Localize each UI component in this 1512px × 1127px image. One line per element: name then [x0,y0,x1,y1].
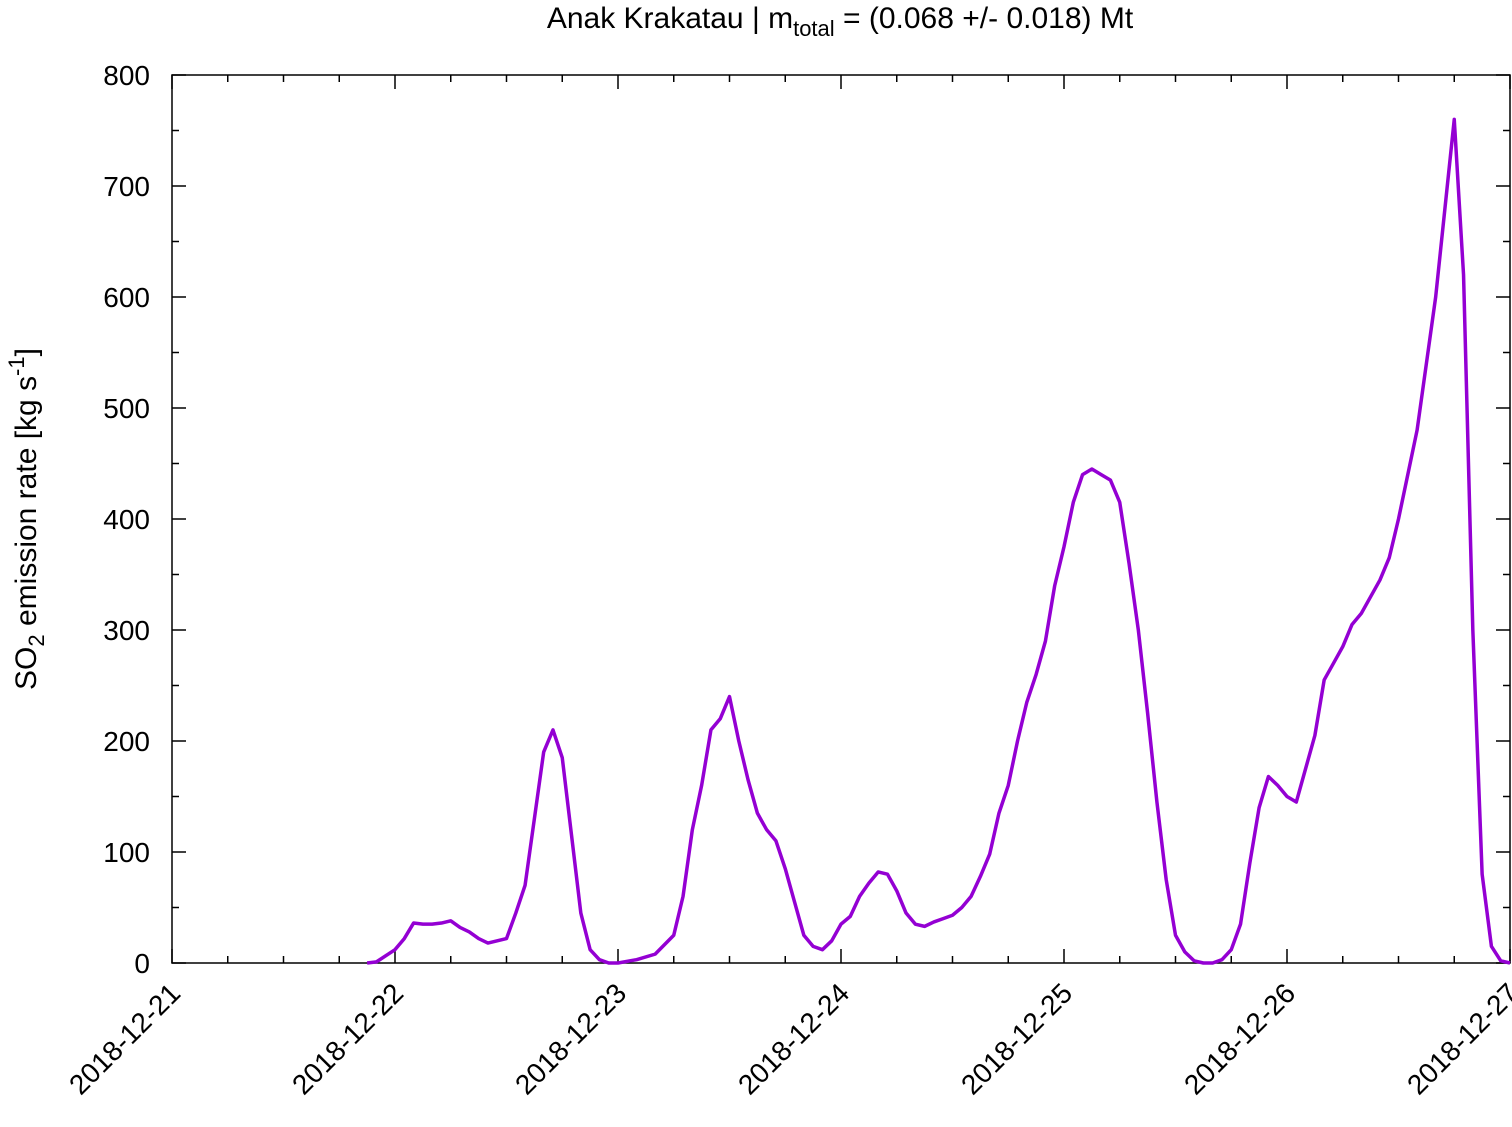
x-tick-label: 2018-12-21 [63,977,186,1100]
y-tick-label: 600 [103,282,150,313]
x-tick-label: 2018-12-25 [955,977,1078,1100]
x-tick-label: 2018-12-26 [1178,977,1301,1100]
y-tick-label: 300 [103,615,150,646]
data-line [366,117,1511,965]
y-tick-label: 0 [134,948,150,979]
y-tick-label: 200 [103,726,150,757]
title-part: = (0.068 +/- 0.018) Mt [835,2,1134,35]
y-tick-label: 100 [103,837,150,868]
y-label-part: SO [10,647,43,690]
y-label-part: emission rate [kg s [10,376,43,634]
x-tick-label: 2018-12-22 [286,977,409,1100]
y-tick-label: 400 [103,504,150,535]
y-tick-label: 500 [103,393,150,424]
y-label-part: ] [10,348,43,356]
y-label-superscript: -1 [4,356,29,376]
y-label-subscript: 2 [24,634,49,646]
title-part: Anak Krakatau | m [547,2,793,35]
y-tick-label: 700 [103,171,150,202]
title-subscript: total [793,16,835,41]
x-tick-label: 2018-12-23 [509,977,632,1100]
plot-frame [171,74,1511,964]
chart-title: Anak Krakatau | mtotal = (0.068 +/- 0.01… [547,2,1134,41]
x-tick-label: 2018-12-24 [732,977,855,1100]
x-tick-label: 2018-12-27 [1401,977,1512,1100]
y-tick-label: 800 [103,60,150,91]
y-axis-label: SO2 emission rate [kg s-1] [4,348,49,690]
